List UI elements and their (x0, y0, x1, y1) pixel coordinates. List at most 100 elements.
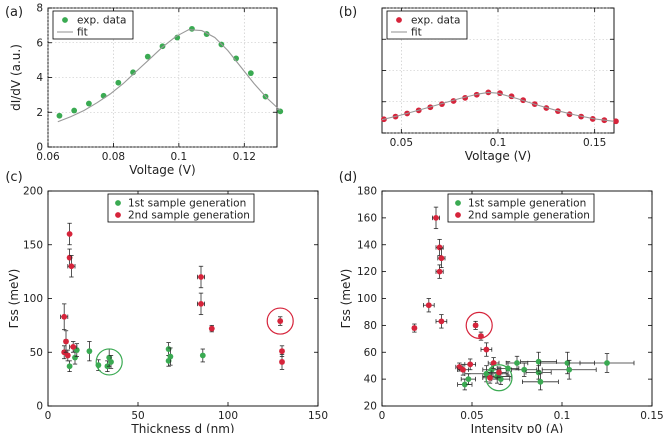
data-point (66, 231, 73, 237)
legend-marker (396, 17, 402, 23)
y-tick-label: 200 (23, 186, 43, 198)
data-point (514, 360, 520, 366)
x-tick-label: 0.1 (171, 151, 188, 163)
axes-frame (47, 190, 319, 407)
data-point (61, 313, 68, 320)
legend-box (52, 10, 134, 40)
data-point (467, 361, 474, 368)
legend-box (447, 193, 595, 223)
data-point (208, 325, 215, 332)
legend-label: 2nd sample generation (468, 210, 590, 222)
x-tick-label: 0.1 (554, 410, 571, 422)
data-point (438, 318, 445, 325)
data-point (198, 300, 204, 307)
data-point (472, 322, 479, 329)
x-tick-label: 0.06 (36, 151, 60, 163)
data-point (64, 352, 71, 359)
x-tick-label: 100 (218, 410, 238, 422)
y-tick-label: 60 (364, 347, 377, 359)
data-point (108, 359, 114, 365)
y-tick-label: 0 (36, 401, 43, 413)
highlight-circle (266, 307, 294, 335)
y-tick-label: 80 (364, 320, 377, 332)
y-tick-label: 100 (357, 293, 377, 305)
data-point (490, 360, 497, 366)
highlight-circle (95, 348, 123, 376)
x-axis-label: Voltage (V) (129, 163, 195, 177)
y-tick-label: 6 (36, 37, 43, 49)
legend-marker (115, 212, 121, 218)
y-tick-label: 120 (357, 266, 377, 278)
data-point (277, 108, 284, 115)
data-point (279, 348, 285, 355)
data-point (461, 381, 468, 388)
data-point (167, 353, 174, 360)
y-tick-label: 20 (364, 401, 377, 413)
legend-box (107, 193, 255, 223)
data-point (85, 100, 92, 107)
data-point (613, 118, 619, 125)
x-tick-label: 0.1 (490, 137, 507, 149)
data-point (438, 255, 445, 262)
y-axis-label: Γss (meV) (7, 269, 21, 329)
data-point (247, 70, 254, 77)
y-axis-label: Γss (meV) (339, 269, 353, 329)
data-point (70, 343, 77, 350)
y-tick-label: 4 (36, 72, 43, 84)
legend-label: 1st sample generation (468, 198, 586, 210)
panel-label: (d) (339, 170, 357, 185)
data-point (537, 378, 544, 385)
x-tick-label: 0.12 (233, 151, 256, 163)
data-point (189, 25, 195, 32)
x-tick-label: 150 (308, 410, 328, 422)
data-point (411, 325, 418, 331)
x-tick-label: 0.05 (460, 410, 483, 422)
data-point (487, 374, 493, 381)
y-tick-label: 100 (23, 293, 43, 305)
x-tick-label: 50 (131, 410, 144, 422)
x-tick-label: 0.15 (640, 410, 663, 422)
data-point (433, 214, 439, 221)
y-tick-label: 40 (364, 374, 377, 386)
legend-label: exp. data (411, 15, 460, 27)
panel-label: (b) (339, 5, 357, 20)
data-point (465, 376, 472, 383)
fit-line (381, 91, 615, 122)
data-point (68, 263, 75, 270)
data-point (66, 363, 73, 370)
x-tick-label: 0.15 (583, 137, 606, 149)
data-point (56, 112, 63, 119)
legend-label: fit (411, 27, 422, 39)
y-tick-label: 8 (36, 3, 43, 15)
y-tick-label: 150 (23, 239, 43, 251)
data-point (277, 318, 284, 324)
axes-frame (381, 190, 653, 407)
x-tick-label: 0.08 (102, 151, 125, 163)
y-tick-label: 180 (357, 186, 377, 198)
legend-marker (455, 200, 461, 206)
data-point (566, 366, 573, 373)
panel-label: (a) (5, 5, 23, 20)
highlight-circle (485, 364, 513, 392)
data-point (425, 302, 432, 309)
data-point (436, 268, 443, 275)
legend-label: fit (77, 27, 88, 39)
legend-box (386, 10, 468, 40)
x-axis-label: Intensity p0 (A) (471, 422, 564, 433)
data-point (483, 346, 490, 353)
legend-marker (455, 212, 461, 218)
fit-line (57, 29, 281, 123)
data-point (63, 338, 69, 345)
x-axis-label: Voltage (V) (465, 149, 531, 163)
legend-marker (62, 17, 68, 23)
y-tick-label: 140 (357, 239, 377, 251)
y-tick-label: 0 (36, 142, 43, 154)
y-tick-label: 160 (357, 212, 377, 224)
data-point (115, 79, 122, 86)
legend-marker (115, 200, 121, 206)
y-axis-label: dI/dV (a.u.) (9, 44, 23, 111)
data-point (86, 348, 93, 355)
highlight-circle (465, 311, 493, 339)
data-point (496, 369, 502, 376)
